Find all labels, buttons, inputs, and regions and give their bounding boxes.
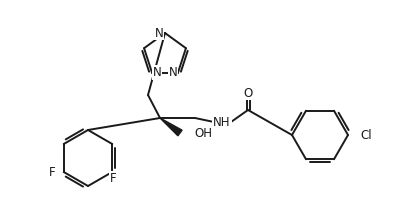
Text: N: N [169, 66, 177, 79]
Text: N: N [153, 66, 162, 79]
Text: NH: NH [213, 116, 231, 129]
Text: N: N [155, 26, 163, 39]
Text: O: O [243, 86, 253, 99]
Text: OH: OH [194, 127, 212, 140]
Text: Cl: Cl [360, 129, 372, 142]
Polygon shape [160, 118, 182, 136]
Text: F: F [110, 172, 117, 185]
Text: F: F [49, 166, 55, 179]
